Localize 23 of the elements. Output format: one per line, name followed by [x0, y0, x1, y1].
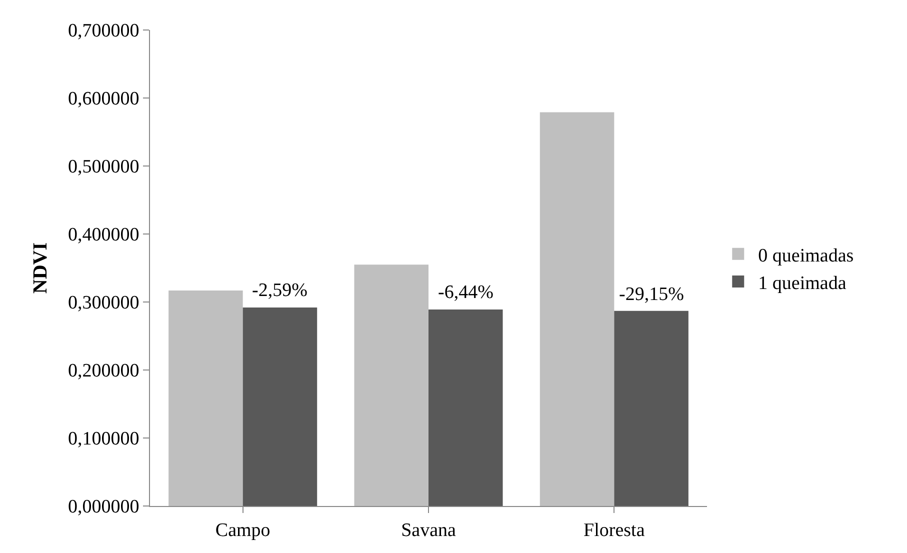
annotation: -6,44% [438, 282, 494, 303]
y-axis-title: NDVI [29, 242, 52, 294]
bar [428, 309, 503, 506]
bar [540, 112, 614, 506]
legend-label: 1 queimada [758, 272, 847, 294]
x-tick-label: Floresta [584, 520, 646, 541]
x-tick-label: Campo [215, 520, 270, 541]
y-tick-label: 0,300000 [68, 292, 140, 314]
y-tick-label: 0,000000 [68, 496, 140, 518]
legend-label: 0 queimadas [758, 245, 854, 266]
y-tick-label: 0,600000 [68, 88, 140, 110]
y-tick-label: 0,500000 [68, 156, 140, 178]
annotation: -29,15% [619, 284, 684, 305]
annotation: -2,59% [252, 280, 308, 301]
bar [168, 290, 243, 506]
x-tick-label: Savana [401, 520, 456, 541]
y-tick-label: 0,400000 [68, 224, 140, 246]
y-tick-label: 0,700000 [68, 20, 140, 42]
y-tick-label: 0,200000 [68, 360, 140, 382]
y-tick-label: 0,100000 [68, 428, 140, 450]
bar [614, 310, 688, 506]
bar [354, 264, 428, 506]
bar [242, 307, 318, 506]
